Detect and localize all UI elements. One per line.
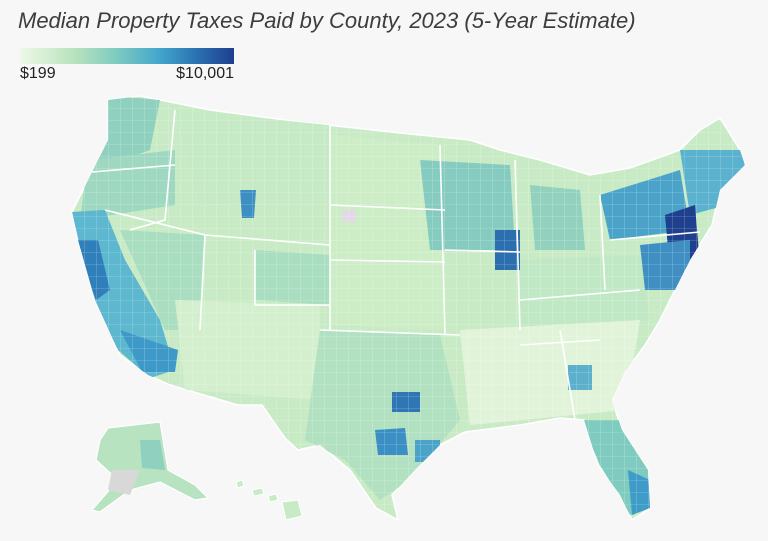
color-legend: $199 $10,001 bbox=[20, 48, 234, 87]
map-title: Median Property Taxes Paid by County, 20… bbox=[18, 8, 636, 33]
alaska-no-data-area bbox=[108, 470, 140, 495]
hawaii-island-4 bbox=[281, 499, 303, 521]
hawaii-island-1 bbox=[235, 479, 245, 489]
legend-labels: $199 $10,001 bbox=[20, 65, 234, 87]
alaska bbox=[90, 421, 210, 513]
state-borders bbox=[91, 109, 701, 421]
legend-min-label: $199 bbox=[20, 65, 56, 82]
hawaii-island-2 bbox=[251, 487, 265, 497]
legend-max-label: $10,001 bbox=[176, 65, 234, 82]
hawaii-island-3 bbox=[267, 493, 279, 503]
legend-gradient-bar bbox=[20, 48, 234, 64]
alaska-teal-area bbox=[140, 440, 165, 470]
hawaii bbox=[235, 479, 303, 521]
